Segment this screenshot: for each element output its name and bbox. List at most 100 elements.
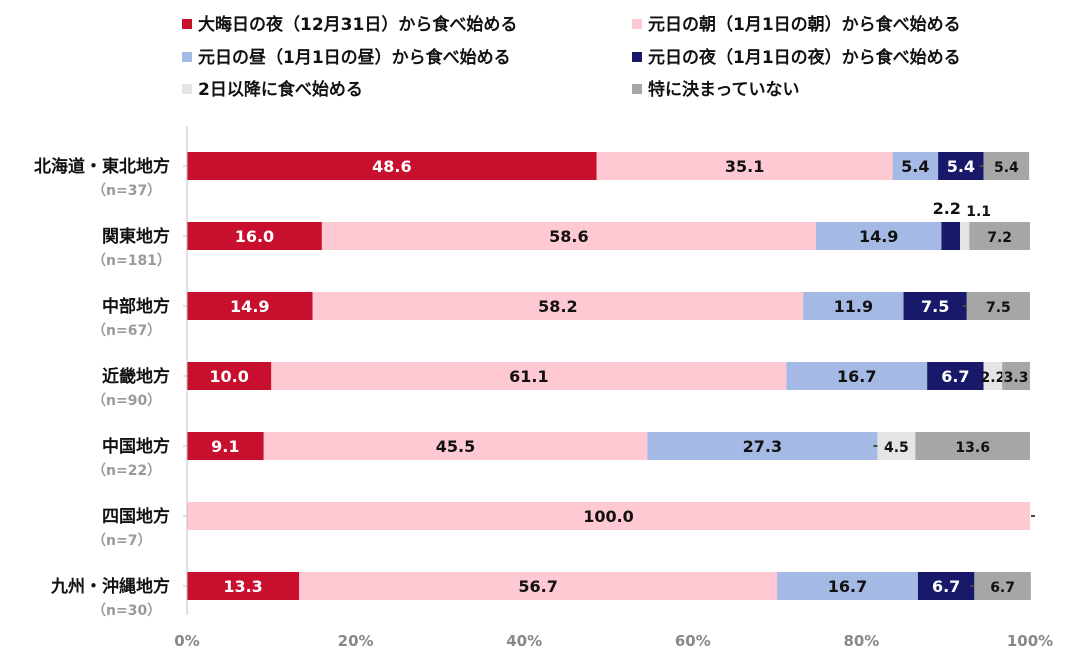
bar-segment <box>786 362 928 390</box>
data-label: 5.4 <box>947 157 975 176</box>
data-label: 11.9 <box>834 297 873 316</box>
data-label: 4.5 <box>884 440 909 456</box>
data-label: 7.2 <box>987 230 1012 246</box>
legend-label: 特に決まっていない <box>648 79 799 100</box>
category-n-label: （n=67） <box>92 323 161 339</box>
bar-segment <box>187 222 322 250</box>
plot-area: 0% 20% 40% 60% 80% 100% 北海道・東北地方 （n=37） 関東地方 （n=1… <box>34 126 1053 650</box>
data-label: 35.1 <box>725 157 764 176</box>
zero-marker <box>970 585 975 587</box>
zero-marker <box>962 305 967 307</box>
data-label: 16.0 <box>235 227 274 246</box>
bar-segment <box>263 432 648 460</box>
bar-segment <box>941 222 961 250</box>
legend-label: 元日の朝（1月1日の朝）から食べ始める <box>648 14 961 35</box>
bar-segment <box>803 292 904 320</box>
bar-segment <box>187 362 272 390</box>
category-n-label: （n=90） <box>92 393 161 409</box>
data-label: 7.5 <box>921 297 949 316</box>
data-label: 61.1 <box>509 367 548 386</box>
category-n-label: （n=7） <box>92 533 151 549</box>
bar-segment <box>983 152 1030 180</box>
data-label: 16.7 <box>828 577 867 596</box>
bar-segment <box>312 292 804 320</box>
bar-segment <box>271 362 787 390</box>
bar-segment <box>777 572 918 600</box>
bar-segment <box>917 572 975 600</box>
category-label: 四国地方 <box>102 506 170 527</box>
legend: 大晦日の夜（12月31日）から食べ始める 元日の朝（1月1日の朝）から食べ始める元… <box>182 14 961 100</box>
x-tick-label: 80% <box>843 632 879 650</box>
bar-segment <box>187 152 597 180</box>
zero-marker <box>979 165 984 167</box>
legend-swatch <box>632 52 642 62</box>
data-label: 58.6 <box>549 227 588 246</box>
category-label: 九州・沖縄地方 <box>50 576 170 597</box>
data-label: 3.3 <box>1004 370 1029 386</box>
category-label: 中国地方 <box>102 436 170 457</box>
bar-segment <box>596 152 893 180</box>
bar-segment <box>877 432 916 460</box>
category-label: 関東地方 <box>102 226 170 247</box>
x-tick-label: 20% <box>338 632 374 650</box>
data-label: 14.9 <box>230 297 269 316</box>
bar-segment <box>927 362 984 390</box>
data-label: 6.7 <box>941 367 969 386</box>
legend-swatch <box>632 84 642 94</box>
category-n-label: （n=30） <box>92 603 161 619</box>
legend-swatch <box>632 19 642 29</box>
bar-segment <box>960 222 970 250</box>
bar-segment <box>892 152 939 180</box>
legend-label: 2日以降に食べ始める <box>198 79 363 100</box>
x-tick-label: 40% <box>506 632 542 650</box>
data-label: 9.1 <box>211 437 239 456</box>
legend-swatch <box>182 19 192 29</box>
bar-segment <box>974 572 1031 600</box>
bar-segment <box>187 432 264 460</box>
data-label: 56.7 <box>518 577 557 596</box>
data-label: 13.3 <box>223 577 262 596</box>
bar-segment <box>983 362 1003 390</box>
x-tick-label: 60% <box>675 632 711 650</box>
data-label: 10.0 <box>209 367 248 386</box>
data-label: 2.2 <box>981 370 1006 386</box>
bar-segment <box>915 432 1030 460</box>
bar-segment <box>903 292 967 320</box>
data-label: 16.7 <box>837 367 876 386</box>
legend-label: 元日の夜（1月1日の夜）から食べ始める <box>648 47 961 68</box>
data-label: 5.4 <box>994 160 1019 176</box>
category-label: 中部地方 <box>102 296 170 317</box>
data-label: 14.9 <box>859 227 898 246</box>
bar-segment <box>647 432 878 460</box>
data-label: 100.0 <box>583 507 634 526</box>
bar-segment <box>187 572 300 600</box>
legend-label: 元日の昼（1月1日の昼）から食べ始める <box>198 47 511 68</box>
bar-segment <box>187 502 1030 530</box>
bar-segment <box>299 572 778 600</box>
data-label: 13.6 <box>955 440 990 456</box>
category-label: 近畿地方 <box>102 366 170 387</box>
legend-swatch <box>182 52 192 62</box>
data-label: 5.4 <box>901 157 929 176</box>
data-label: 6.7 <box>990 580 1015 596</box>
bar-segment <box>321 222 816 250</box>
legend-label: 大晦日の夜（12月31日）から食べ始める <box>198 14 517 35</box>
zero-marker <box>873 445 878 447</box>
x-tick-label: 0% <box>174 632 199 650</box>
data-label: 2.2 <box>933 199 961 218</box>
bar-segment <box>187 292 313 320</box>
data-label: 48.6 <box>372 157 411 176</box>
bar-segment <box>969 222 1030 250</box>
data-label: 1.1 <box>966 204 991 220</box>
data-label: 7.5 <box>986 300 1011 316</box>
category-n-label: （n=22） <box>92 463 161 479</box>
zero-marker <box>1031 515 1035 517</box>
x-tick-label: 100% <box>1007 632 1053 650</box>
data-label: 45.5 <box>436 437 475 456</box>
data-label: 6.7 <box>932 577 960 596</box>
bar-segment <box>938 152 984 180</box>
category-n-label: （n=181） <box>92 253 171 269</box>
bar-segment <box>966 292 1030 320</box>
data-label: 58.2 <box>538 297 577 316</box>
